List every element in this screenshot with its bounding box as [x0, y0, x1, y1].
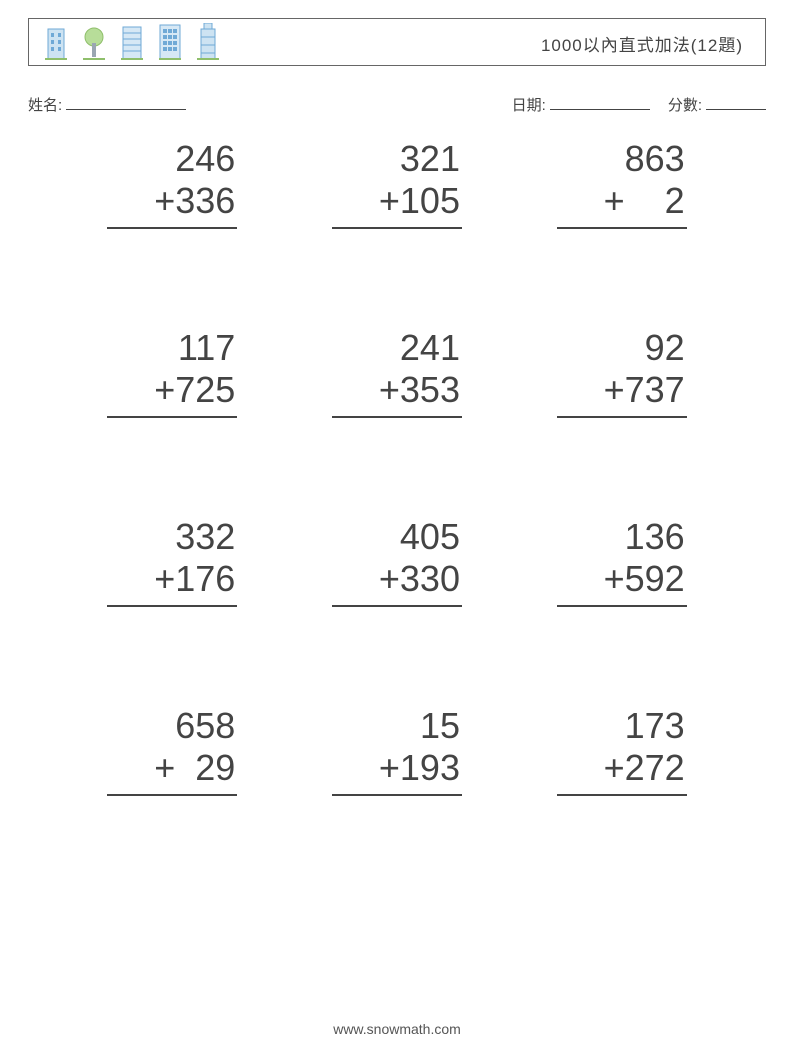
addend-bottom: +272: [557, 747, 687, 795]
addend-top: 658: [107, 705, 237, 747]
problem-1: 246+336: [60, 138, 285, 269]
worksheet-page: 1000以內直式加法(12題) 姓名: 日期: 分數: 246+336321+1…: [0, 0, 794, 1053]
addend-bottom: +737: [557, 369, 687, 417]
addend-top: 332: [107, 516, 237, 558]
answer-blank[interactable]: [332, 796, 462, 836]
addend-bottom: +336: [107, 180, 237, 228]
problem-9: 136+592: [509, 516, 734, 647]
problem-3: 863+ 2: [509, 138, 734, 269]
problem-12: 173+272: [509, 705, 734, 836]
score-label: 分數:: [668, 94, 702, 115]
addend-bottom: +353: [332, 369, 462, 417]
problem-7: 332+176: [60, 516, 285, 647]
answer-blank[interactable]: [107, 229, 237, 269]
problem-6: 92+737: [509, 327, 734, 458]
addend-top: 863: [557, 138, 687, 180]
problem-11: 15+193: [285, 705, 510, 836]
date-line[interactable]: [550, 95, 650, 110]
answer-blank[interactable]: [557, 229, 687, 269]
addend-bottom: + 29: [107, 747, 237, 795]
name-line[interactable]: [66, 95, 186, 110]
addend-bottom: +105: [332, 180, 462, 228]
addend-top: 246: [107, 138, 237, 180]
answer-blank[interactable]: [557, 418, 687, 458]
addend-bottom: +176: [107, 558, 237, 606]
problem-10: 658+ 29: [60, 705, 285, 836]
answer-blank[interactable]: [107, 607, 237, 647]
problem-8: 405+330: [285, 516, 510, 647]
addend-bottom: +592: [557, 558, 687, 606]
worksheet-title: 1000以內直式加法(12題): [541, 19, 743, 67]
name-label: 姓名:: [28, 94, 62, 115]
problem-4: 117+725: [60, 327, 285, 458]
addend-top: 15: [332, 705, 462, 747]
addend-bottom: +725: [107, 369, 237, 417]
problem-2: 321+105: [285, 138, 510, 269]
footer-text: www.snowmath.com: [0, 1021, 794, 1037]
meta-row: 姓名: 日期: 分數:: [28, 94, 766, 120]
header-icons: [43, 23, 221, 66]
addend-top: 92: [557, 327, 687, 369]
addend-bottom: +330: [332, 558, 462, 606]
answer-blank[interactable]: [332, 229, 462, 269]
addend-bottom: + 2: [557, 180, 687, 228]
score-line[interactable]: [706, 95, 766, 110]
answer-blank[interactable]: [332, 607, 462, 647]
answer-blank[interactable]: [107, 418, 237, 458]
addend-top: 173: [557, 705, 687, 747]
addend-top: 241: [332, 327, 462, 369]
addend-top: 321: [332, 138, 462, 180]
date-label: 日期:: [512, 94, 546, 115]
addend-top: 136: [557, 516, 687, 558]
addend-top: 405: [332, 516, 462, 558]
building-c-icon: [157, 23, 183, 66]
answer-blank[interactable]: [557, 607, 687, 647]
building-a-icon: [43, 23, 69, 66]
addend-top: 117: [107, 327, 237, 369]
building-b-icon: [119, 23, 145, 66]
addend-bottom: +193: [332, 747, 462, 795]
header-box: 1000以內直式加法(12題): [28, 18, 766, 66]
problem-5: 241+353: [285, 327, 510, 458]
problems-grid: 246+336321+105863+ 2117+725241+35392+737…: [60, 138, 734, 836]
tree-icon: [81, 23, 107, 66]
answer-blank[interactable]: [107, 796, 237, 836]
tower-icon: [195, 23, 221, 66]
answer-blank[interactable]: [557, 796, 687, 836]
answer-blank[interactable]: [332, 418, 462, 458]
